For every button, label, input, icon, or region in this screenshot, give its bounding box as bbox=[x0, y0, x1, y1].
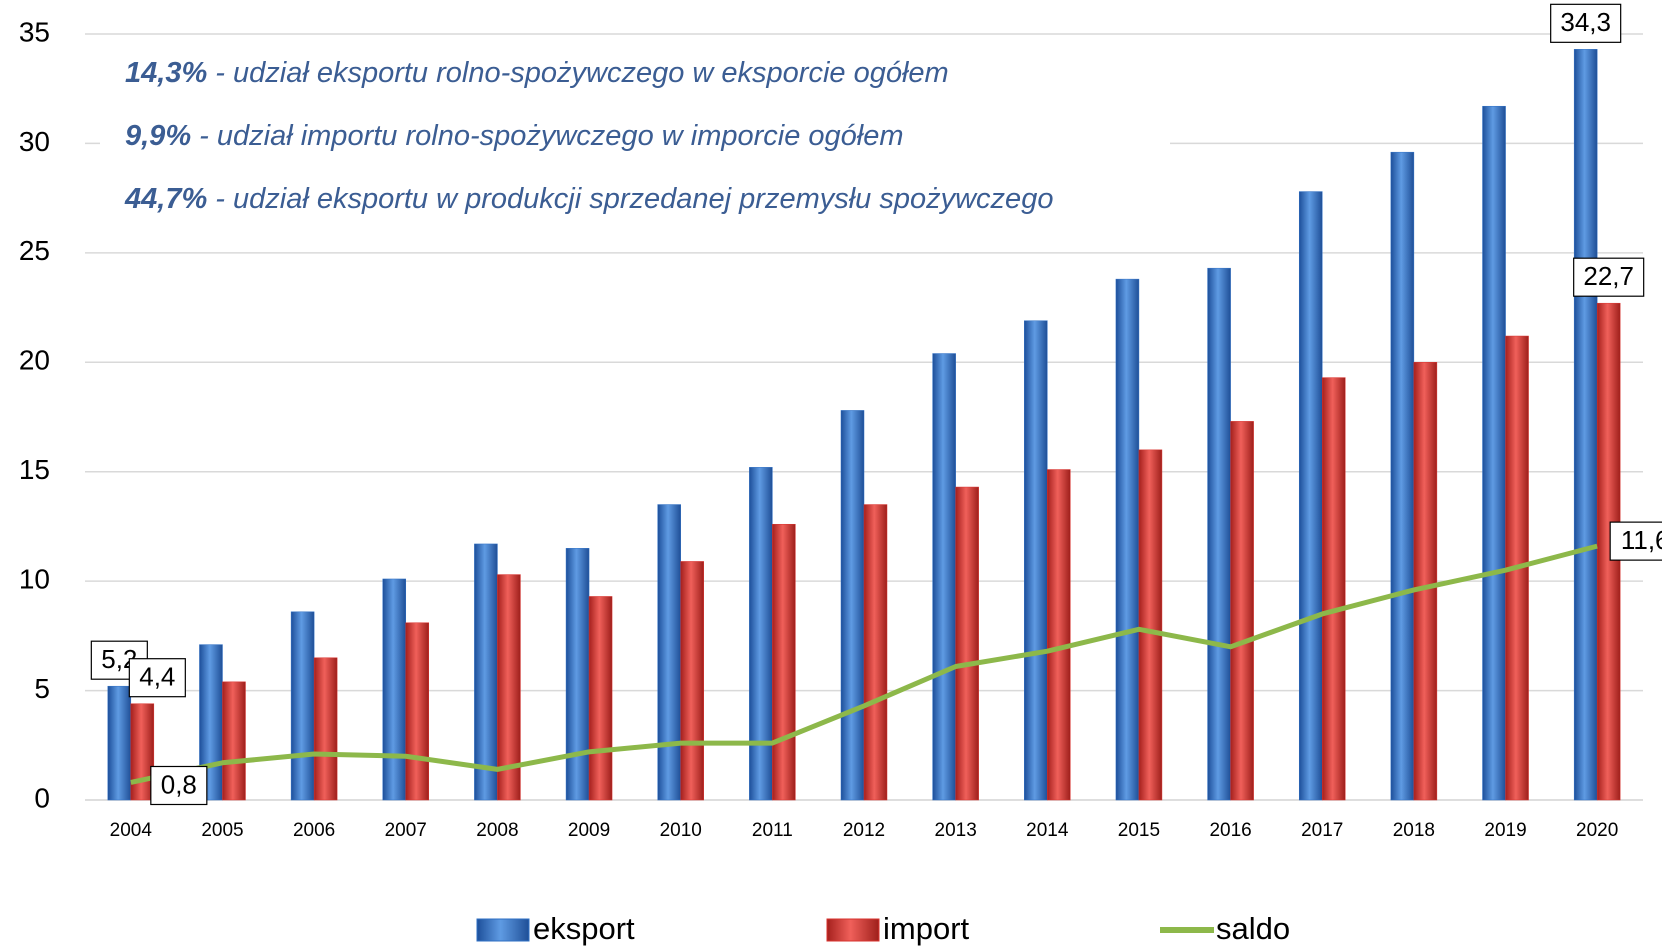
x-tick-label: 2007 bbox=[385, 820, 427, 841]
y-tick-label: 5 bbox=[34, 673, 50, 704]
bar bbox=[1390, 151, 1415, 801]
x-tick-label: 2010 bbox=[660, 820, 702, 841]
annotation-text: - udział eksportu w produkcji sprzedanej… bbox=[207, 183, 1053, 215]
y-tick-label: 20 bbox=[19, 345, 50, 376]
bar bbox=[565, 548, 590, 801]
annotation-background bbox=[100, 40, 1170, 240]
annotation: 14,3% - udział eksportu rolno-spożywczeg… bbox=[125, 57, 949, 89]
value-label: 4,4 bbox=[139, 662, 175, 692]
bar bbox=[1230, 421, 1254, 801]
bar bbox=[657, 504, 681, 801]
annotation-bold: 14,3% bbox=[125, 57, 207, 89]
bar bbox=[863, 504, 888, 801]
x-tick-label: 2012 bbox=[843, 820, 885, 841]
bar bbox=[932, 353, 956, 801]
bar bbox=[1024, 320, 1048, 801]
annotation-bold: 44,7% bbox=[124, 183, 207, 215]
y-tick-label: 30 bbox=[19, 126, 50, 157]
bar bbox=[749, 467, 773, 801]
annotation-text: - udział importu rolno-spożywczego w imp… bbox=[191, 120, 903, 152]
x-tick-label: 2015 bbox=[1118, 820, 1160, 841]
bar bbox=[1115, 278, 1140, 801]
x-tick-label: 2004 bbox=[110, 820, 153, 841]
value-label-box bbox=[1550, 3, 1622, 43]
bar bbox=[497, 574, 521, 801]
bar bbox=[955, 486, 979, 801]
bar bbox=[588, 596, 613, 801]
bar bbox=[840, 410, 865, 801]
y-tick-label: 0 bbox=[34, 782, 50, 813]
x-tick-label: 2013 bbox=[935, 820, 977, 841]
x-tick-label: 2019 bbox=[1484, 820, 1526, 841]
bar bbox=[290, 611, 315, 801]
annotation: 44,7% - udział eksportu w produkcji sprz… bbox=[124, 183, 1053, 215]
y-tick-label: 15 bbox=[19, 454, 50, 485]
bar bbox=[474, 543, 498, 801]
value-label: 0,8 bbox=[161, 769, 197, 799]
x-tick-label: 2018 bbox=[1393, 820, 1435, 841]
bar bbox=[107, 685, 132, 801]
bar bbox=[405, 622, 430, 801]
value-label-box bbox=[150, 765, 208, 806]
value-label-box bbox=[128, 658, 186, 698]
value-label: 34,3 bbox=[1560, 7, 1611, 37]
bar bbox=[1482, 105, 1506, 801]
y-tick-label: 35 bbox=[19, 16, 50, 47]
x-tick-label: 2014 bbox=[1026, 820, 1069, 841]
value-label-box bbox=[1573, 257, 1645, 297]
bar bbox=[680, 561, 704, 801]
bar bbox=[1321, 377, 1346, 801]
bar bbox=[382, 578, 407, 801]
annotation-text: - udział eksportu rolno-spożywczego w ek… bbox=[207, 57, 948, 89]
x-tick-label: 2020 bbox=[1576, 820, 1618, 841]
legend-swatch bbox=[476, 918, 530, 942]
x-tick-label: 2009 bbox=[568, 820, 610, 841]
bar bbox=[1413, 362, 1438, 801]
value-label-box bbox=[1609, 521, 1662, 561]
x-tick-label: 2006 bbox=[293, 820, 335, 841]
annotation: 9,9% - udział importu rolno-spożywczego … bbox=[125, 120, 904, 152]
bar bbox=[1298, 191, 1323, 801]
value-label: 11,6 bbox=[1621, 525, 1662, 555]
bar bbox=[1138, 449, 1163, 801]
legend-label: eksport bbox=[533, 911, 635, 946]
legend-swatch bbox=[826, 918, 880, 942]
legend-label: saldo bbox=[1216, 911, 1290, 946]
bar bbox=[1573, 49, 1598, 801]
y-tick-label: 10 bbox=[19, 564, 50, 595]
annotation-bold: 9,9% bbox=[125, 120, 191, 152]
y-tick-label: 25 bbox=[19, 235, 50, 266]
line bbox=[130, 543, 1598, 785]
bar bbox=[313, 657, 338, 801]
x-tick-label: 2005 bbox=[201, 820, 243, 841]
value-label: 22,7 bbox=[1583, 261, 1634, 291]
x-tick-label: 2017 bbox=[1301, 820, 1343, 841]
x-tick-label: 2016 bbox=[1209, 820, 1251, 841]
x-tick-label: 2011 bbox=[752, 820, 793, 841]
bar bbox=[222, 681, 246, 801]
bar bbox=[772, 523, 796, 801]
legend-label: import bbox=[883, 911, 970, 946]
x-tick-label: 2008 bbox=[476, 820, 518, 841]
marks: 5,234,34,422,70,811,6 bbox=[90, 3, 1662, 806]
bar bbox=[1207, 267, 1231, 801]
bar bbox=[130, 703, 155, 801]
bar bbox=[1047, 469, 1071, 801]
